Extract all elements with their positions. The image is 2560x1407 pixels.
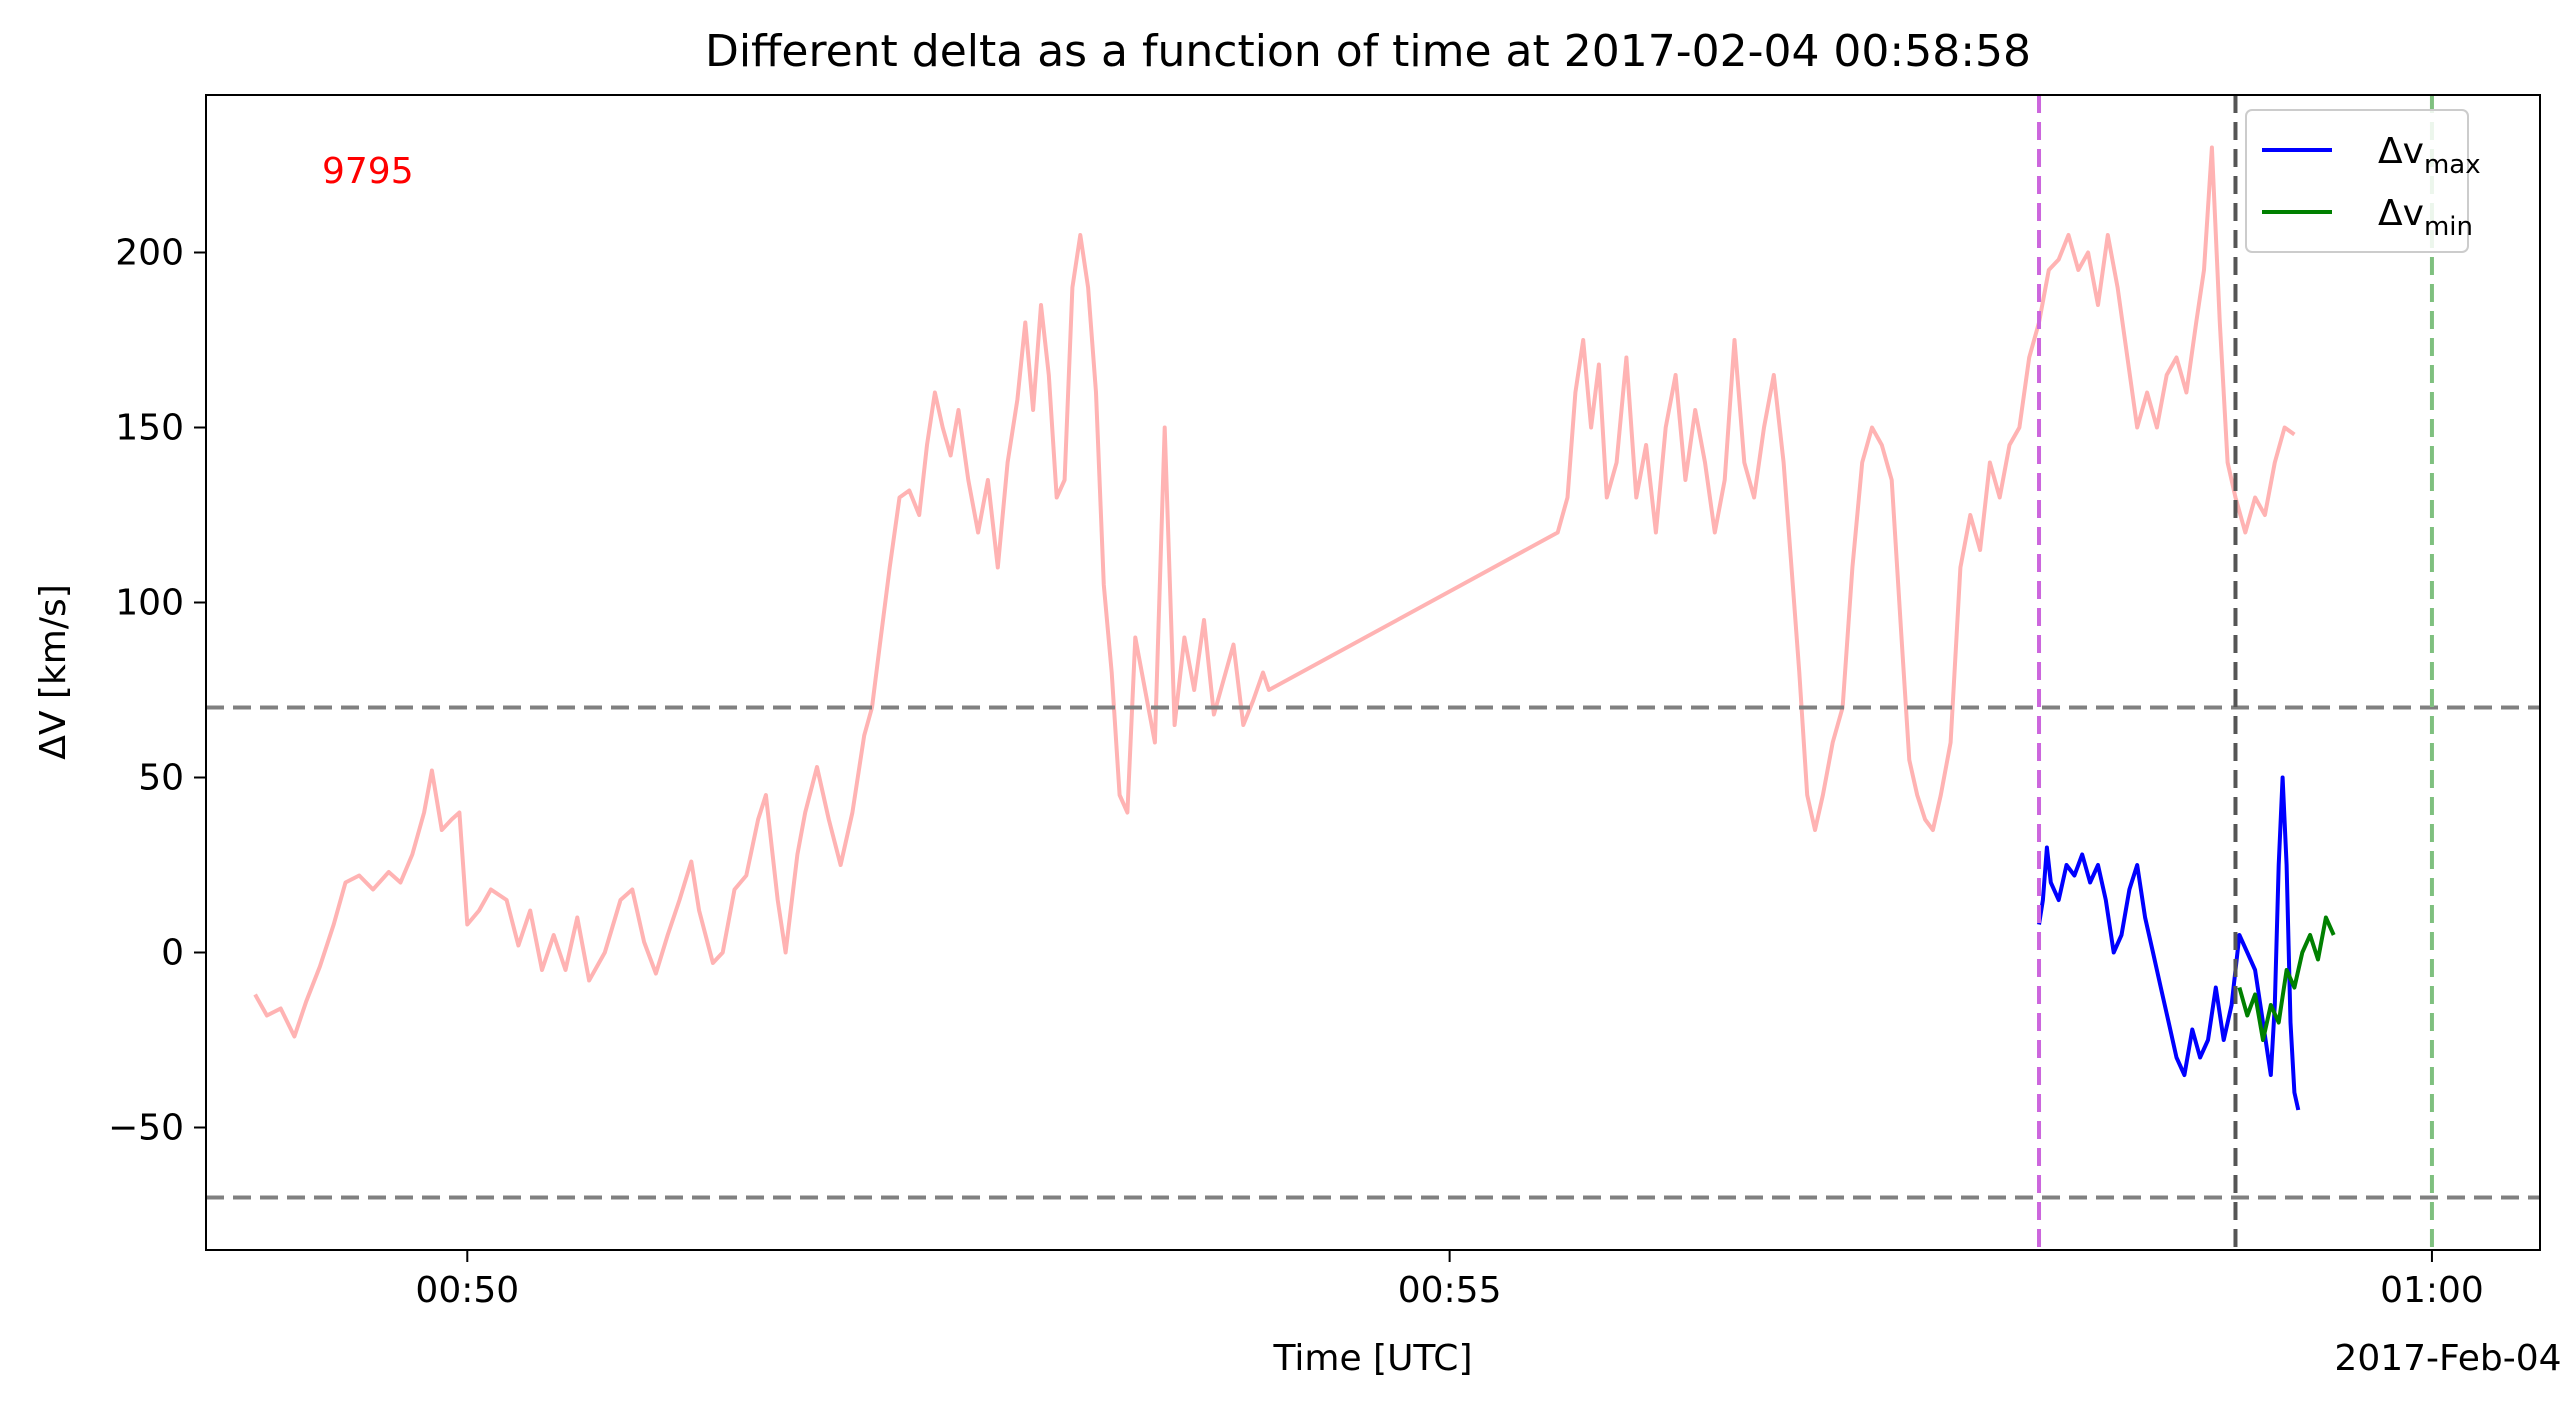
y-tick-label: 0 [161,933,184,974]
x-tick-label: 00:55 [1398,1270,1502,1311]
axis-ticks: 00:50 00:55 01:00 −50 0 50 100 150 200 [108,233,2484,1312]
chart-title: Different delta as a function of time at… [705,26,2031,77]
y-tick-label: 200 [115,233,184,274]
x-tick-label: 00:50 [415,1270,519,1311]
y-tick-label: 150 [115,408,184,449]
x-date-label: 2017-Feb-04 [2334,1338,2560,1379]
legend-label-max: Δvmax [2378,131,2481,180]
x-tick-label: 01:00 [2380,1270,2484,1311]
series-line-1 [2037,775,2301,1111]
legend: Δvmax Δvmin [2245,109,2481,253]
plot-frame [205,94,2541,1251]
y-tick-label: 100 [115,583,184,624]
y-tick-label: −50 [108,1108,184,1149]
y-tick-label: 50 [138,758,184,799]
x-axis-label: Time [UTC] [1272,1338,1472,1379]
annotation-label: 9795 [322,151,414,192]
legend-box [2245,109,2469,253]
y-axis-label: ΔV [km/s] [33,584,74,760]
series-line-2 [2237,915,2336,1042]
legend-label-min: Δvmin [2378,193,2473,242]
plot-area [206,95,2540,1250]
series-line-0 [253,145,2296,1039]
